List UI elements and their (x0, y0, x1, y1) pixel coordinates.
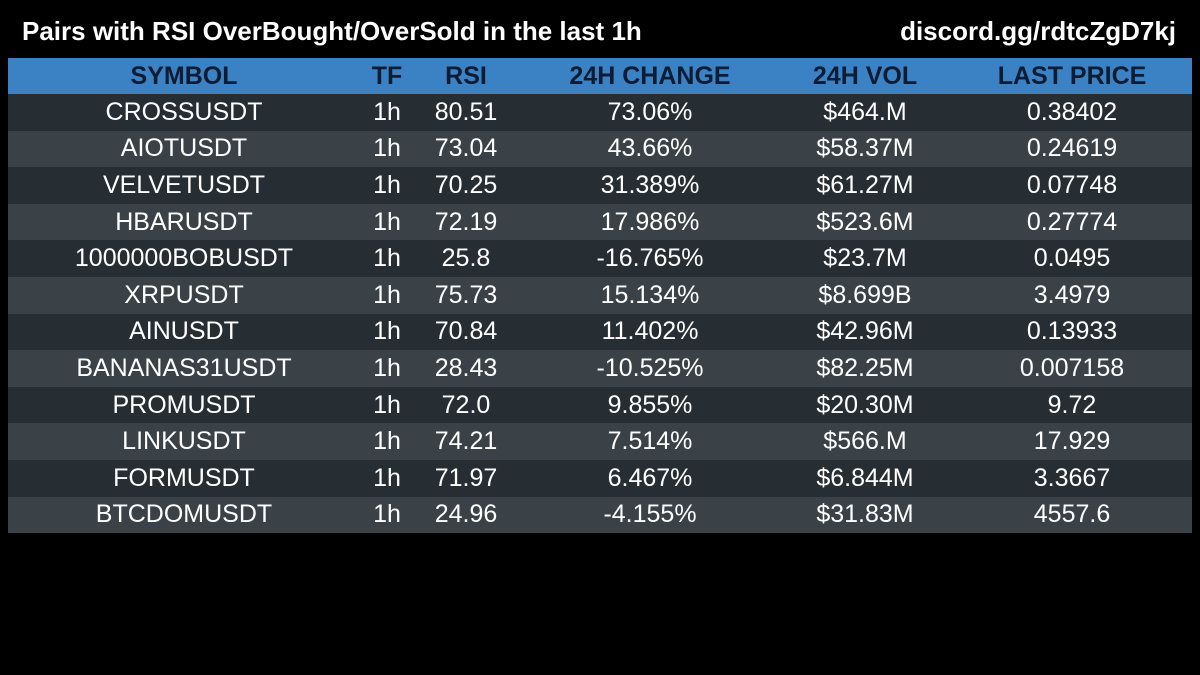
volume-cell: $23.7M (823, 244, 907, 273)
rsi-cell: 70.84 (434, 317, 498, 346)
table-row: AIOTUSDT 1h 73.04 43.66% $58.37M 0.24619 (8, 130, 1192, 168)
tf-cell: 1h (373, 427, 401, 456)
tf-cell: 1h (373, 463, 401, 492)
price-cell: 0.27774 (1026, 207, 1118, 236)
column-header-symbol: SYMBOL (130, 61, 238, 90)
rsi-cell: 72.19 (434, 207, 498, 236)
tf-cell: 1h (373, 390, 401, 419)
table-row: CROSSUSDT 1h 80.51 73.06% $464.M 0.38402 (8, 94, 1192, 131)
symbol-cell: 1000000BOBUSDT (74, 244, 294, 273)
change-cell: 6.467% (607, 463, 693, 492)
column-header-rsi: RSI (445, 61, 487, 90)
change-cell: -16.765% (596, 244, 704, 273)
change-cell: 43.66% (607, 134, 693, 163)
table-row: FORMUSDT 1h 71.97 6.467% $6.844M 3.3667 (8, 459, 1192, 497)
rsi-cell: 70.25 (434, 170, 498, 199)
table-row: 1000000BOBUSDT 1h 25.8 -16.765% $23.7M 0.0495 (8, 240, 1192, 277)
tf-cell: 1h (373, 280, 401, 309)
volume-cell: $6.844M (816, 463, 914, 492)
price-cell: 3.4979 (1033, 280, 1111, 309)
page-header: Pairs with RSI OverBought/OverSold in th… (0, 0, 1200, 58)
column-header-tf: TF (371, 61, 403, 90)
volume-cell: $20.30M (816, 390, 914, 419)
price-cell: 3.3667 (1033, 463, 1111, 492)
tf-cell: 1h (373, 244, 401, 273)
rsi-cell: 25.8 (441, 244, 491, 273)
column-header-24h-change: 24H CHANGE (569, 61, 731, 90)
rsi-cell: 75.73 (434, 280, 498, 309)
rsi-cell: 74.21 (434, 427, 498, 456)
volume-cell: $523.6M (816, 207, 914, 236)
rsi-cell: 71.97 (434, 463, 498, 492)
price-cell: 0.38402 (1026, 97, 1118, 126)
rsi-cell: 80.51 (434, 97, 498, 126)
symbol-cell: VELVETUSDT (102, 170, 266, 199)
price-cell: 17.929 (1033, 427, 1111, 456)
rsi-table: SYMBOL TF RSI 24H CHANGE 24H VOL LAST PR… (8, 58, 1192, 534)
column-header-last-price: LAST PRICE (997, 61, 1147, 90)
table-body: CROSSUSDT 1h 80.51 73.06% $464.M 0.38402 AIOTU… (8, 94, 1192, 534)
volume-cell: $31.83M (816, 500, 914, 529)
symbol-cell: AINUSDT (129, 317, 239, 346)
price-cell: 0.007158 (1019, 353, 1125, 382)
change-cell: 73.06% (607, 97, 693, 126)
symbol-cell: BTCDOMUSDT (95, 500, 273, 529)
table-row: BTCDOMUSDT 1h 24.96 -4.155% $31.83M 4557.6 (8, 496, 1192, 534)
table-header-row: SYMBOL TF RSI 24H CHANGE 24H VOL LAST PR… (8, 58, 1192, 94)
volume-cell: $464.M (823, 97, 907, 126)
price-cell: 0.13933 (1026, 317, 1118, 346)
symbol-cell: FORMUSDT (113, 463, 255, 492)
price-cell: 0.24619 (1026, 134, 1118, 163)
change-cell: 15.134% (600, 280, 700, 309)
symbol-cell: LINKUSDT (122, 427, 246, 456)
tf-cell: 1h (373, 317, 401, 346)
price-cell: 0.07748 (1026, 170, 1118, 199)
tf-cell: 1h (373, 500, 401, 529)
volume-cell: $82.25M (816, 353, 914, 382)
volume-cell: $42.96M (816, 317, 914, 346)
symbol-cell: XRPUSDT (124, 280, 244, 309)
symbol-cell: AIOTUSDT (120, 134, 248, 163)
tf-cell: 1h (373, 170, 401, 199)
rsi-cell: 72.0 (441, 390, 491, 419)
table-row: LINKUSDT 1h 74.21 7.514% $566.M 17.929 (8, 423, 1192, 460)
volume-cell: $61.27M (816, 170, 914, 199)
symbol-cell: PROMUSDT (112, 390, 256, 419)
rsi-cell: 73.04 (434, 134, 498, 163)
price-cell: 4557.6 (1033, 500, 1111, 529)
rsi-cell: 28.43 (434, 353, 498, 382)
price-cell: 0.0495 (1033, 244, 1111, 273)
table-row: XRPUSDT 1h 75.73 15.134% $8.699B 3.4979 (8, 276, 1192, 314)
change-cell: 7.514% (607, 427, 693, 456)
table-row: PROMUSDT 1h 72.0 9.855% $20.30M 9.72 (8, 386, 1192, 424)
table-row: AINUSDT 1h 70.84 11.402% $42.96M 0.13933 (8, 313, 1192, 351)
change-cell: 31.389% (600, 170, 700, 199)
discord-invite-link: discord.gg/rdtcZgD7kj (900, 16, 1176, 46)
change-cell: 11.402% (601, 317, 699, 346)
table-row: HBARUSDT 1h 72.19 17.986% $523.6M 0.27774 (8, 203, 1192, 241)
page-title: Pairs with RSI OverBought/OverSold in th… (22, 16, 642, 46)
price-cell: 9.72 (1047, 390, 1097, 419)
volume-cell: $8.699B (818, 280, 912, 309)
table-row: BANANAS31USDT 1h 28.43 -10.525% $82.25M 0.007… (8, 350, 1192, 387)
change-cell: 9.855% (607, 390, 693, 419)
tf-cell: 1h (373, 97, 401, 126)
volume-cell: $566.M (823, 427, 907, 456)
symbol-cell: HBARUSDT (115, 207, 253, 236)
change-cell: -10.525% (596, 353, 704, 382)
tf-cell: 1h (373, 207, 401, 236)
rsi-cell: 24.96 (434, 500, 498, 529)
volume-cell: $58.37M (816, 134, 914, 163)
table-row: VELVETUSDT 1h 70.25 31.389% $61.27M 0.07748 (8, 167, 1192, 204)
change-cell: 17.986% (600, 207, 700, 236)
tf-cell: 1h (373, 353, 401, 382)
column-header-24h-vol: 24H VOL (812, 61, 918, 90)
symbol-cell: BANANAS31USDT (76, 353, 292, 382)
symbol-cell: CROSSUSDT (105, 97, 263, 126)
tf-cell: 1h (373, 134, 401, 163)
change-cell: -4.155% (603, 500, 697, 529)
